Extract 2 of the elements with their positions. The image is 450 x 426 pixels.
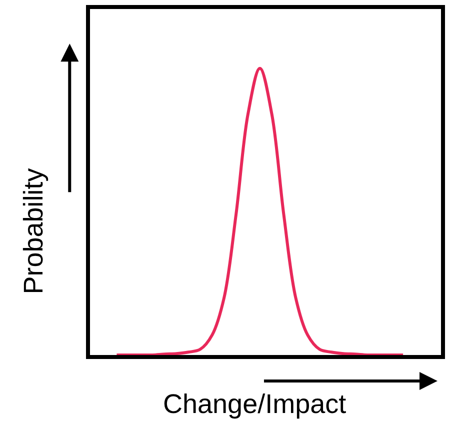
- y-axis-title: Probability: [18, 168, 48, 294]
- x-axis-title: Change/Impact: [163, 389, 347, 419]
